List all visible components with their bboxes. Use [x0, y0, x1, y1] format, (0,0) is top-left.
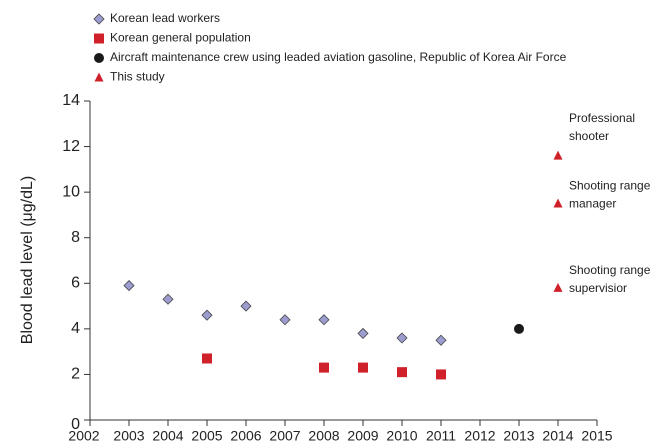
point	[162, 293, 174, 305]
legend-marker	[94, 53, 104, 63]
y-tick-label: 10	[62, 183, 80, 200]
point	[357, 327, 369, 339]
x-tick-label: 2007	[269, 428, 300, 444]
legend-marker	[93, 13, 105, 25]
point	[279, 314, 291, 326]
annotation: shooter	[569, 129, 609, 143]
annotation: supervisior	[569, 281, 627, 295]
x-tick-label: 2011	[426, 428, 456, 444]
y-axis-label: Blood lead level (μg/dL)	[19, 176, 36, 344]
x-tick-label: 2006	[230, 428, 261, 444]
legend-marker	[94, 72, 104, 82]
x-tick-label: 2012	[464, 428, 495, 444]
point	[358, 362, 368, 373]
point	[553, 282, 563, 292]
annotation: manager	[569, 197, 616, 211]
point	[435, 334, 447, 346]
point	[202, 353, 212, 364]
annotation: Shooting range	[569, 179, 651, 193]
x-tick-label: 2002	[68, 428, 99, 444]
y-tick-label: 0	[71, 416, 80, 433]
point	[553, 198, 563, 208]
y-tick-label: 4	[71, 320, 80, 337]
point	[514, 323, 524, 334]
annotation: Professional	[569, 111, 635, 125]
y-tick-label: 6	[71, 275, 80, 292]
y-tick-label: 2	[71, 366, 80, 383]
point	[436, 369, 446, 380]
x-tick-label: 2015	[581, 428, 612, 444]
point	[396, 332, 408, 344]
point	[319, 362, 329, 373]
legend-label: Korean general population	[110, 31, 251, 45]
y-tick-label: 14	[62, 92, 80, 109]
legend-label: Aircraft maintenance crew using leaded a…	[110, 50, 567, 64]
legend-marker	[94, 33, 104, 44]
point	[397, 367, 407, 378]
x-tick-label: 2014	[542, 428, 573, 444]
x-tick-label: 2013	[503, 428, 534, 444]
legend-label: Korean lead workers	[110, 11, 220, 25]
annotation: Shooting range	[569, 263, 651, 277]
y-tick-label: 8	[71, 229, 80, 246]
x-tick-label: 2009	[347, 428, 378, 444]
point	[318, 314, 330, 326]
x-tick-label: 2004	[152, 428, 183, 444]
x-tick-label: 2003	[113, 428, 144, 444]
y-tick-label: 12	[62, 138, 80, 155]
point	[123, 279, 135, 292]
x-tick-label: 2010	[386, 428, 417, 444]
point	[240, 300, 252, 312]
point	[553, 150, 563, 160]
legend-label: This study	[110, 70, 165, 84]
x-tick-label: 2008	[308, 428, 339, 444]
x-tick-label: 2005	[191, 428, 222, 444]
point	[201, 309, 213, 321]
